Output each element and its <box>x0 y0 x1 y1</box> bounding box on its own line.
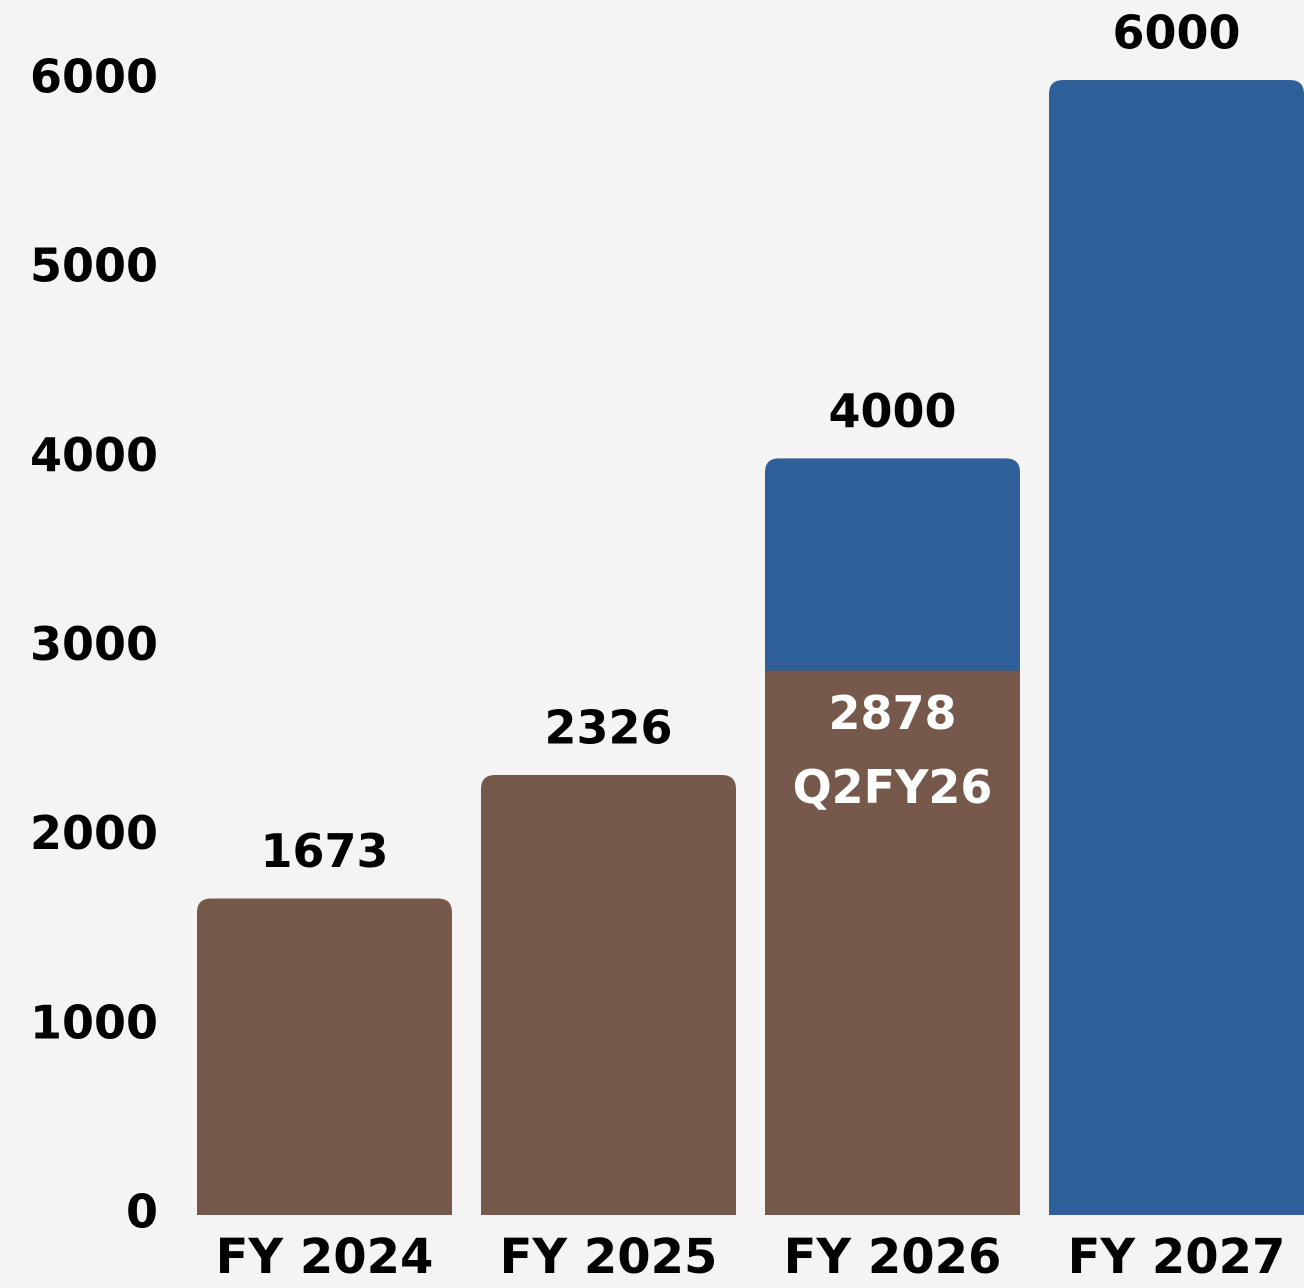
x-tick-label: FY 2027 <box>1068 1229 1286 1285</box>
x-tick-label: FY 2024 <box>216 1229 434 1285</box>
y-tick-label: 2000 <box>30 806 158 860</box>
x-tick-label: FY 2026 <box>784 1229 1002 1285</box>
y-tick-label: 1000 <box>30 995 158 1049</box>
x-tick-label: FY 2025 <box>500 1229 718 1285</box>
y-tick-label: 0 <box>126 1185 158 1239</box>
bar <box>1049 80 1304 1215</box>
bar <box>765 670 1020 1215</box>
y-tick-label: 3000 <box>30 617 158 671</box>
bar <box>197 898 452 1215</box>
bar <box>481 774 736 1215</box>
value-label: 4000 <box>828 384 956 438</box>
y-tick-label: 4000 <box>30 428 158 482</box>
value-note: Q2FY26 <box>793 760 993 814</box>
value-label: 2878 <box>828 686 956 740</box>
y-tick-label: 6000 <box>30 50 158 104</box>
value-label: 2326 <box>544 700 672 754</box>
y-tick-label: 5000 <box>30 239 158 293</box>
value-label: 1673 <box>260 824 388 878</box>
value-label: 6000 <box>1112 6 1240 60</box>
